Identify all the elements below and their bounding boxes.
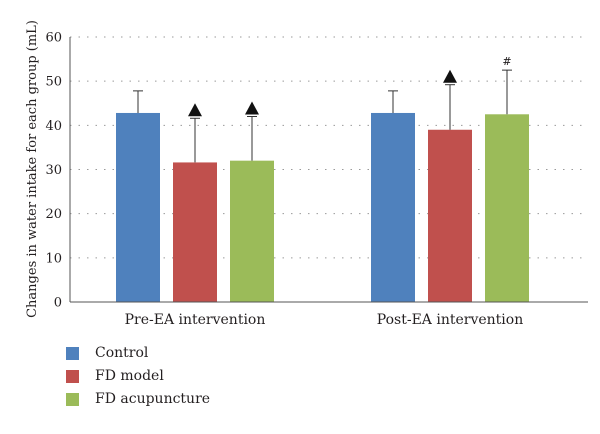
significance-triangle-marker bbox=[188, 103, 202, 117]
bars-layer: # bbox=[116, 55, 529, 303]
y-tick-label: 40 bbox=[45, 119, 62, 134]
legend-label: FD acupuncture bbox=[95, 391, 211, 407]
y-axis-title: Changes in water intake for each group (… bbox=[25, 20, 40, 318]
significance-triangle-marker bbox=[245, 101, 259, 115]
axis-layer: 0 10 20 30 40 50 60 Pre-EA intervention Post-EA … bbox=[45, 31, 588, 328]
legend-label: FD model bbox=[95, 368, 164, 384]
bar bbox=[116, 112, 160, 302]
bar bbox=[371, 112, 415, 302]
y-tick-label: 10 bbox=[45, 251, 62, 266]
y-tick-label: 50 bbox=[45, 75, 62, 90]
y-tick-label: 60 bbox=[45, 31, 62, 46]
legend: Control FD model FD acupuncture bbox=[66, 342, 210, 411]
y-tick-label: 0 bbox=[54, 296, 62, 311]
legend-item: FD acupuncture bbox=[66, 388, 210, 410]
significance-triangle-marker bbox=[443, 69, 457, 83]
legend-swatch bbox=[66, 369, 79, 383]
legend-swatch bbox=[66, 392, 79, 406]
bar bbox=[428, 129, 472, 302]
y-tick-label: 30 bbox=[45, 163, 62, 178]
legend-label: Control bbox=[95, 345, 149, 361]
x-category-label: Post-EA intervention bbox=[377, 312, 523, 328]
bar bbox=[230, 160, 274, 302]
legend-item: FD model bbox=[66, 365, 210, 387]
x-category-label: Pre-EA intervention bbox=[125, 312, 266, 328]
legend-item: Control bbox=[66, 342, 210, 364]
bar bbox=[173, 162, 217, 302]
legend-swatch bbox=[66, 346, 79, 360]
significance-hash-marker: # bbox=[502, 55, 511, 68]
y-tick-label: 20 bbox=[45, 207, 62, 222]
bar bbox=[485, 114, 529, 303]
